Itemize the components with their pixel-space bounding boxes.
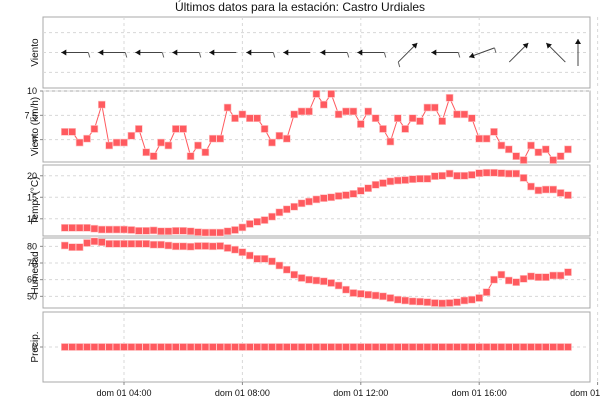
- wind-arrow-icon: [135, 49, 165, 58]
- y-tick-label: 20: [27, 171, 37, 181]
- data-markers: [60, 343, 572, 351]
- x-tick-label: dom 01 08:00: [215, 388, 270, 398]
- wind-arrow-icon: [209, 49, 237, 56]
- y-tick-label: 70: [27, 258, 37, 268]
- y-tick-label: 10: [27, 214, 37, 224]
- y-tick-label: 15: [27, 192, 37, 202]
- data-markers: [60, 237, 572, 308]
- panel-wind-speed: Viento (km/h)5 7,5 10: [24, 86, 599, 164]
- x-tick-label: dom 01 20:00: [570, 388, 600, 398]
- wind-arrow-icon: [320, 49, 350, 58]
- y-axis-label: Viento: [30, 38, 41, 67]
- y-axis-label: Humedad: [30, 251, 41, 294]
- y-tick-label: 5: [32, 135, 37, 145]
- y-tick-label: 7,5: [24, 110, 37, 120]
- y-axis-label: Temp. (°C): [30, 177, 41, 225]
- panel-precipitation: Precip.0: [30, 311, 599, 383]
- wind-arrow-icon: [357, 49, 387, 58]
- y-tick-label: 60: [27, 275, 37, 285]
- x-tick-label: dom 01 12:00: [333, 388, 388, 398]
- y-tick-label: 80: [27, 241, 37, 251]
- wind-arrow-icon: [61, 49, 91, 58]
- y-axis-label: Precip.: [30, 331, 41, 362]
- y-tick-label: 10: [27, 86, 37, 96]
- data-markers: [60, 90, 572, 164]
- y-axis-label: Viento (km/h): [30, 97, 41, 156]
- y-tick-label: 50: [27, 291, 37, 301]
- chart-title: Últimos datos para la estación: Castro U…: [174, 0, 426, 14]
- panel-temperature: Temp. (°C)10 15 20: [27, 164, 599, 237]
- wind-arrow-icon: [397, 42, 418, 68]
- y-tick-label: 0: [32, 342, 37, 352]
- panel-wind-direction: Viento: [30, 16, 599, 89]
- data-markers: [60, 168, 572, 237]
- wind-arrow-icon: [98, 49, 128, 58]
- x-axis: dom 01 04:00 dom 01 08:00 dom 01 12:00 dom …: [96, 382, 600, 398]
- wind-arrow-icon: [468, 47, 497, 59]
- wind-arrow-icon: [172, 49, 202, 58]
- wind-arrow-icon: [246, 49, 276, 58]
- wind-arrow-icon: [508, 42, 529, 63]
- wind-arrow-icon: [283, 49, 311, 56]
- wind-arrow-icon: [431, 49, 461, 58]
- wind-arrow-icon: [545, 42, 566, 63]
- x-tick-label: dom 01 04:00: [96, 388, 151, 398]
- x-tick-label: dom 01 16:00: [452, 388, 507, 398]
- wind-arrow-icon: [575, 39, 581, 66]
